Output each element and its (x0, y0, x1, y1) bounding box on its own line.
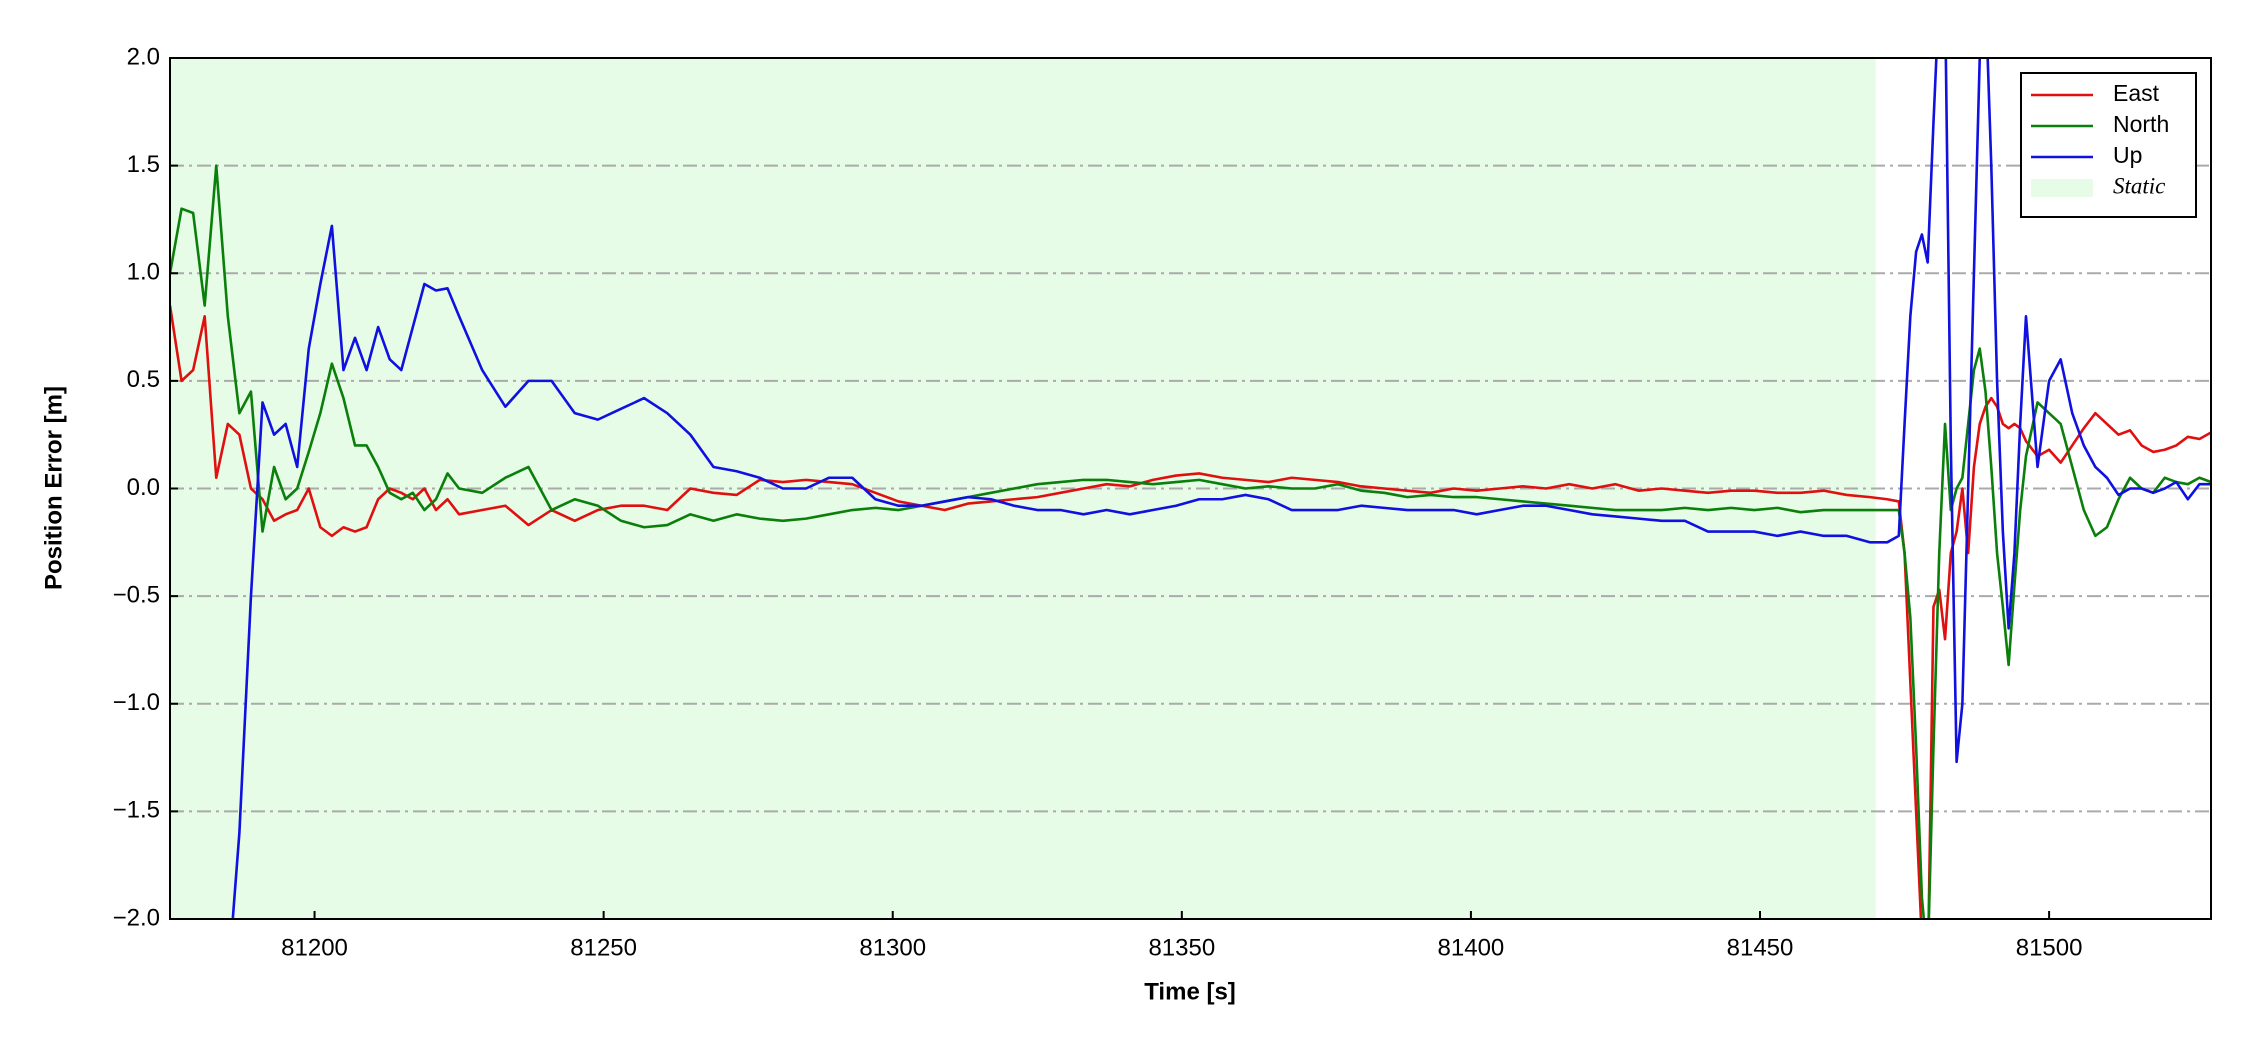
y-tick-label: −0.5 (113, 581, 160, 608)
y-axis-title: Position Error [m] (40, 386, 67, 590)
legend-label: Up (2113, 142, 2142, 168)
x-tick-label: 81350 (1148, 934, 1215, 961)
x-tick-label: 81200 (281, 934, 348, 961)
plot-area (170, 58, 2211, 919)
x-axis-title: Time [s] (1144, 978, 1236, 1005)
y-tick-label: 0.5 (127, 366, 160, 393)
x-tick-label: 81250 (570, 934, 637, 961)
y-tick-label: −1.0 (113, 689, 160, 716)
y-tick-label: 0.0 (127, 474, 160, 501)
legend-label: North (2113, 111, 2169, 137)
y-tick-label: 2.0 (127, 43, 160, 70)
x-tick-label: 81450 (1727, 934, 1794, 961)
line-series (231, 58, 2211, 919)
x-tick-label: 81300 (859, 934, 926, 961)
x-tick-label: 81500 (2016, 934, 2083, 961)
y-tick-label: 1.5 (127, 151, 160, 178)
legend-label: Static (2113, 173, 2165, 198)
y-tick-label: −2.0 (113, 904, 160, 931)
x-tick-label: 81400 (1438, 934, 1505, 961)
legend-swatch (2031, 179, 2093, 197)
y-tick-label: −1.5 (113, 797, 160, 824)
line-series (170, 164, 2211, 919)
y-tick-label: 1.0 (127, 259, 160, 286)
legend-label: East (2113, 80, 2160, 106)
